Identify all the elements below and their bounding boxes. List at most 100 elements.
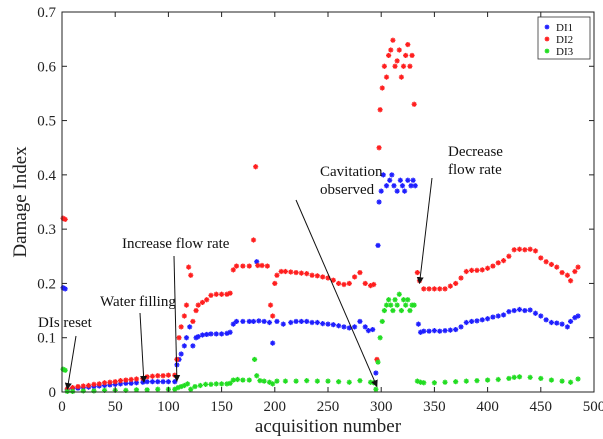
data-point — [392, 63, 398, 69]
data-point — [199, 299, 206, 306]
data-point — [527, 246, 533, 252]
y-tick-label: 0 — [49, 385, 57, 401]
data-point — [91, 381, 97, 387]
data-point — [437, 328, 443, 334]
data-point — [184, 381, 191, 387]
data-point — [362, 324, 368, 330]
y-axis-ticks: 0 0.1 0.2 0.3 0.4 0.5 0.6 0.7 — [37, 5, 594, 401]
data-point — [325, 321, 331, 327]
data-point — [330, 322, 336, 328]
data-point — [373, 386, 379, 392]
data-point — [346, 280, 352, 287]
data-point — [380, 172, 386, 178]
data-point — [128, 380, 134, 386]
data-point — [367, 283, 374, 289]
data-point — [379, 318, 385, 325]
data-point — [421, 328, 427, 334]
data-point — [407, 63, 413, 69]
data-point — [538, 375, 544, 382]
data-point — [240, 263, 246, 269]
data-point — [208, 292, 214, 298]
data-point — [91, 388, 97, 394]
data-point — [390, 37, 396, 43]
data-point — [442, 379, 448, 385]
legend-label: DI3 — [556, 46, 574, 58]
data-point — [527, 307, 533, 313]
data-point — [325, 378, 331, 384]
data-point — [254, 259, 260, 265]
data-point — [522, 247, 528, 253]
data-point — [341, 281, 347, 288]
data-point — [155, 379, 161, 385]
data-point — [402, 188, 408, 194]
data-point — [392, 297, 398, 303]
x-tick-label: 150 — [210, 399, 233, 415]
data-point — [224, 330, 230, 336]
data-point — [213, 381, 219, 387]
data-point — [288, 269, 294, 275]
data-point — [400, 63, 407, 69]
data-point — [532, 310, 539, 316]
data-point — [375, 242, 381, 249]
data-point — [453, 326, 459, 333]
data-point — [411, 302, 417, 308]
annotation-label: Water filling — [100, 294, 176, 310]
data-point — [298, 318, 304, 325]
data-point — [485, 265, 491, 271]
data-point — [336, 323, 342, 329]
data-point — [240, 318, 246, 325]
data-point — [485, 316, 491, 322]
data-point — [274, 318, 280, 325]
plot-background — [62, 12, 594, 392]
data-point — [377, 335, 383, 341]
x-tick-label: 200 — [264, 399, 287, 415]
data-point — [394, 188, 400, 194]
data-point — [383, 302, 390, 308]
data-point — [165, 379, 171, 385]
data-point — [511, 374, 517, 380]
data-point — [411, 101, 417, 107]
data-point — [522, 307, 528, 314]
data-point — [572, 315, 578, 321]
data-point — [199, 332, 206, 338]
data-point — [261, 318, 267, 325]
data-point — [60, 285, 66, 291]
data-point — [567, 318, 574, 325]
y-tick-label: 0.5 — [37, 114, 56, 130]
data-point — [234, 376, 241, 383]
data-point — [270, 340, 276, 346]
data-point — [511, 247, 517, 253]
annotation-label: flow rate — [448, 162, 502, 178]
annotation-label: DIs reset — [38, 315, 93, 331]
data-point — [320, 274, 326, 280]
data-point — [341, 324, 347, 330]
data-point — [64, 388, 70, 395]
data-point — [399, 183, 406, 189]
data-point — [274, 272, 280, 278]
data-point — [227, 290, 233, 296]
data-point — [394, 58, 400, 64]
data-point — [250, 237, 257, 243]
annotation-label: Cavitation — [320, 164, 383, 180]
data-point — [149, 379, 156, 385]
data-point — [160, 379, 166, 385]
data-point — [378, 188, 384, 194]
data-point — [230, 267, 236, 273]
data-point — [474, 318, 480, 324]
data-point — [575, 313, 581, 319]
legend-marker — [544, 24, 550, 30]
data-point — [227, 380, 233, 386]
data-point — [80, 388, 86, 394]
data-point — [107, 379, 113, 385]
legend-marker — [544, 36, 550, 42]
data-point — [272, 280, 278, 287]
data-point — [309, 319, 315, 326]
data-point — [357, 318, 363, 325]
data-points — [60, 37, 581, 395]
data-point — [394, 302, 400, 308]
data-point — [389, 172, 395, 178]
data-point — [330, 277, 336, 283]
x-tick-label: 350 — [423, 399, 446, 415]
x-tick-label: 450 — [530, 399, 553, 415]
data-point — [213, 291, 219, 297]
